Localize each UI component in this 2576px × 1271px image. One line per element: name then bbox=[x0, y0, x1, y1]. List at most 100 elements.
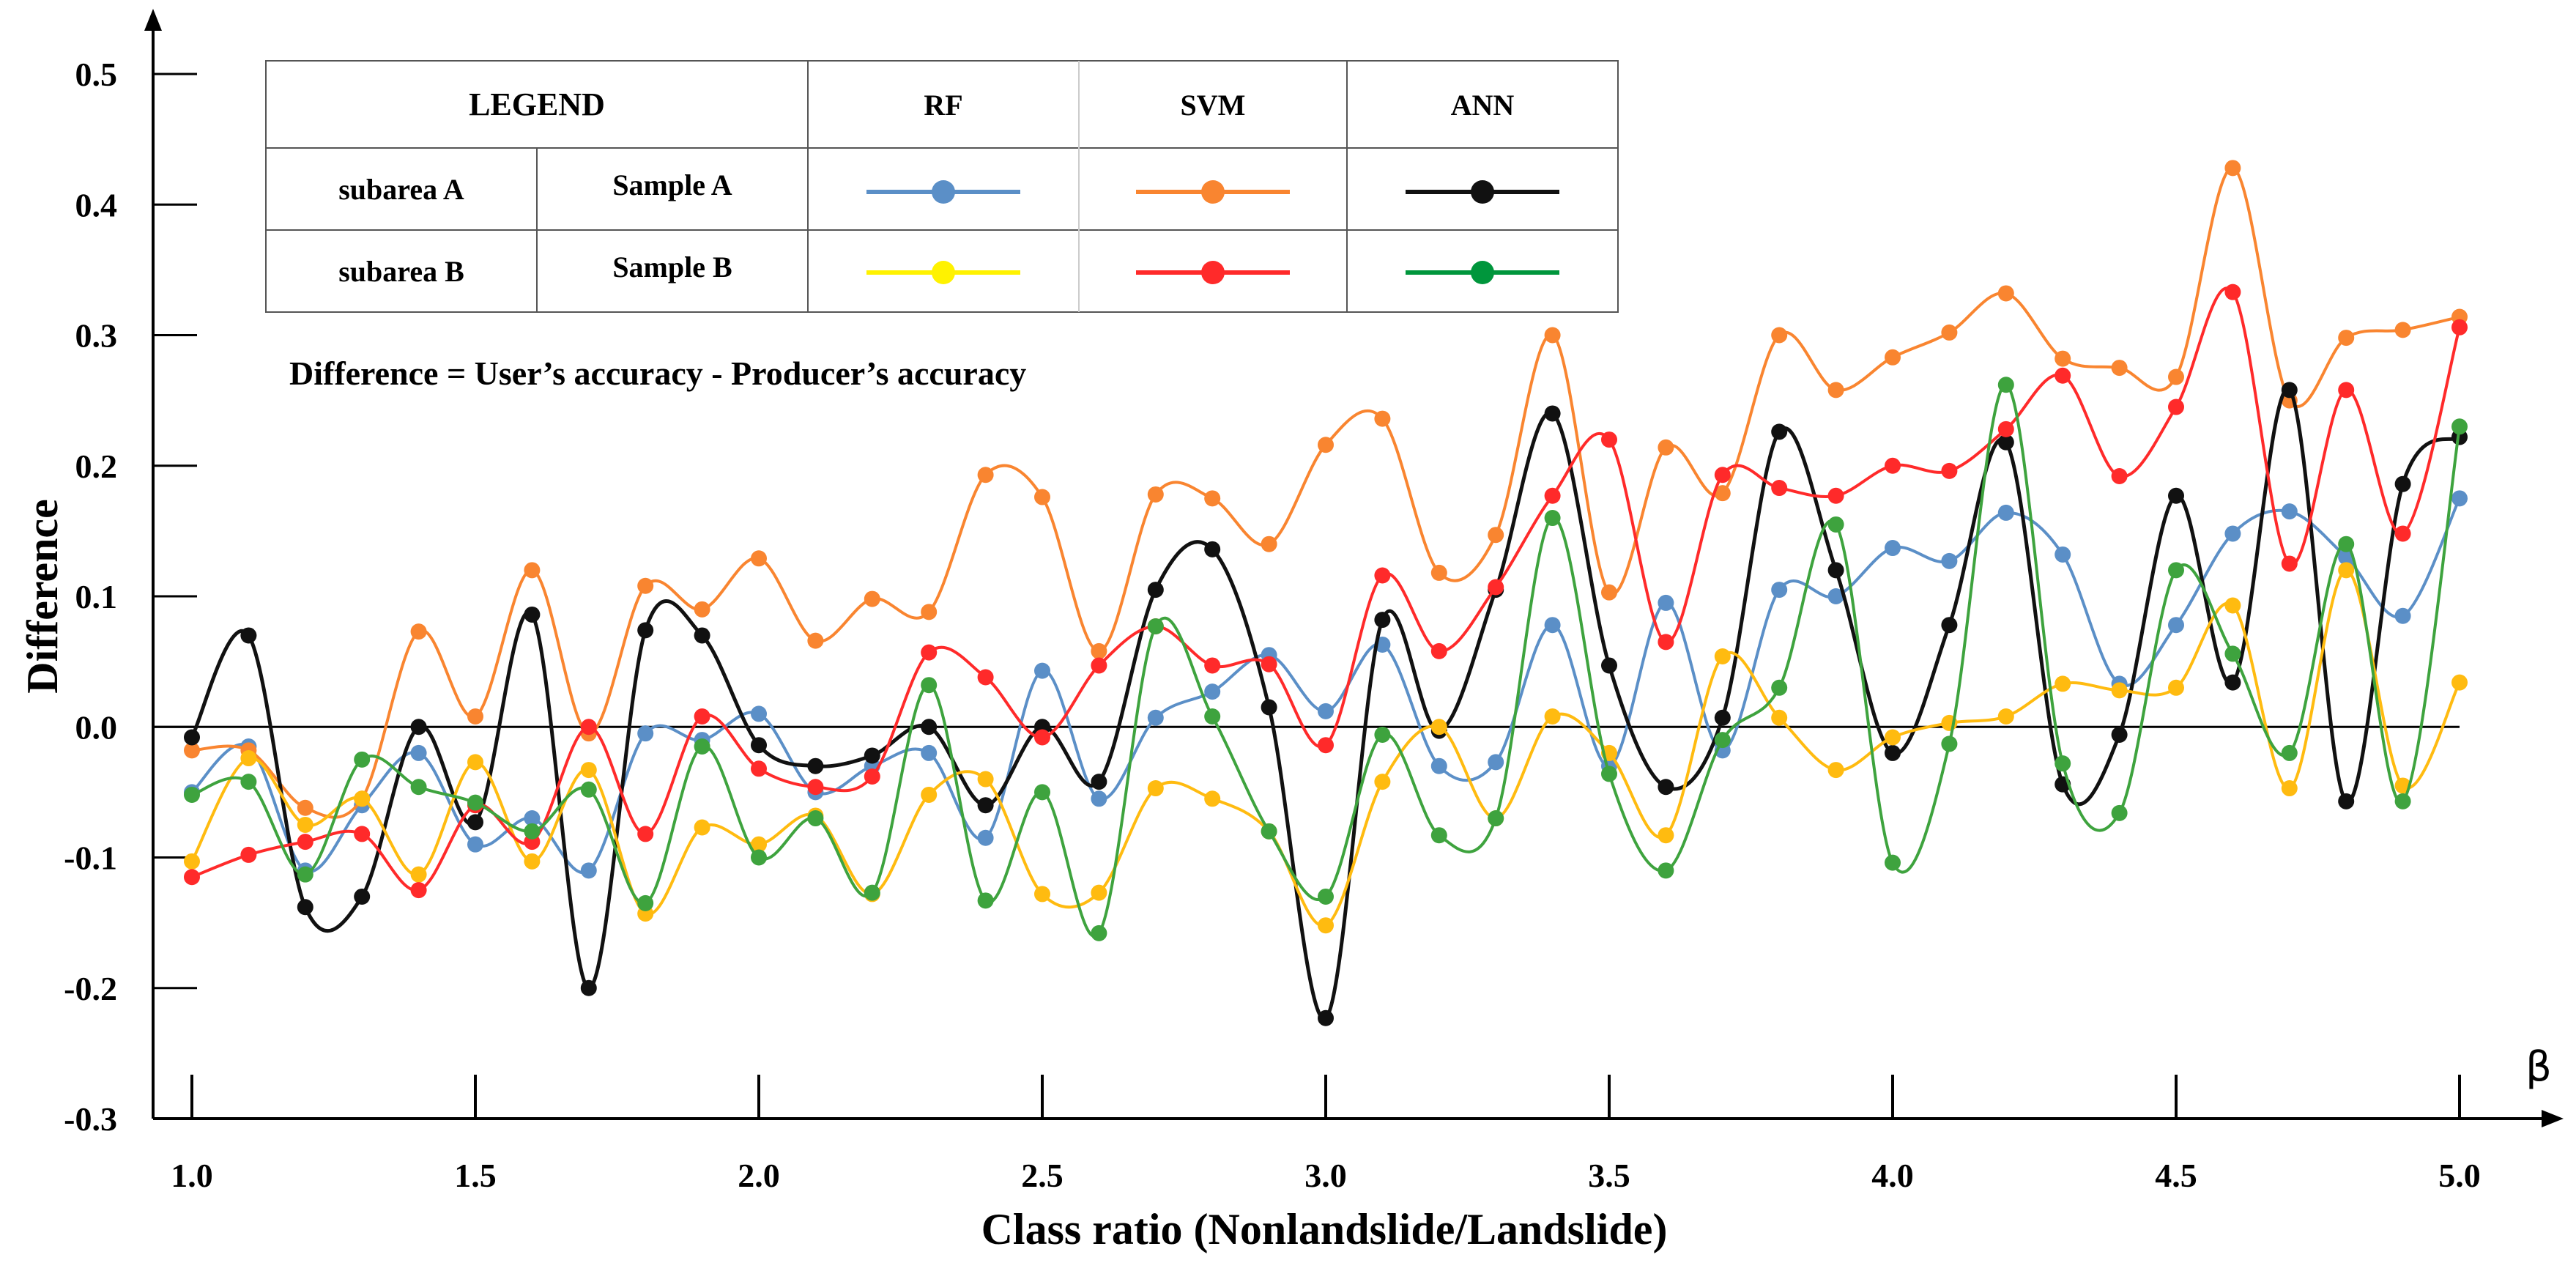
data-point-rf_b bbox=[354, 790, 371, 807]
data-point-ann_b bbox=[467, 794, 483, 811]
data-point-rf_a bbox=[1091, 790, 1107, 807]
data-point-rf_b bbox=[1034, 886, 1050, 903]
data-point-rf_a bbox=[410, 744, 427, 761]
data-point-svm_b bbox=[580, 719, 597, 735]
data-point-ann_a bbox=[580, 979, 597, 996]
data-point-svm_b bbox=[2394, 525, 2411, 542]
data-point-svm_a bbox=[2394, 322, 2411, 338]
series-line-svm_a bbox=[191, 166, 2460, 819]
data-point-ann_a bbox=[1941, 617, 1958, 634]
data-point-rf_b bbox=[410, 866, 427, 883]
data-point-svm_a bbox=[1658, 439, 1674, 456]
data-point-ann_a bbox=[1827, 562, 1844, 579]
data-point-svm_a bbox=[2168, 368, 2184, 385]
data-point-rf_a bbox=[1771, 582, 1788, 599]
data-point-rf_a bbox=[2281, 503, 2298, 520]
y-tick-labels: 0.5 0.4 0.3 0.2 0.1 0.0 -0.1 -0.2 -0.3 bbox=[64, 56, 197, 1138]
data-point-rf_b bbox=[184, 853, 200, 870]
data-point-rf_b bbox=[1827, 762, 1844, 779]
data-point-svm_a bbox=[807, 632, 824, 649]
data-point-ann_a bbox=[694, 627, 710, 644]
data-point-svm_a bbox=[864, 590, 880, 607]
data-point-svm_b bbox=[2168, 399, 2184, 415]
data-point-ann_b bbox=[410, 779, 427, 796]
data-point-svm_b bbox=[1601, 431, 1617, 448]
data-point-svm_b bbox=[2281, 555, 2298, 572]
data-point-ann_b bbox=[694, 738, 710, 755]
data-point-ann_a bbox=[524, 606, 541, 623]
data-point-ann_a bbox=[637, 622, 654, 639]
data-point-ann_b bbox=[184, 786, 200, 803]
x-tick-label: 1.5 bbox=[454, 1157, 497, 1194]
legend-swatch-marker-ann_b bbox=[1471, 261, 1494, 284]
legend-col-ann: ANN bbox=[1451, 89, 1515, 122]
data-point-rf_b bbox=[240, 750, 257, 767]
data-point-svm_a bbox=[410, 623, 427, 640]
data-point-svm_b bbox=[1771, 480, 1788, 497]
data-point-svm_b bbox=[1885, 457, 1901, 474]
data-point-rf_a bbox=[1997, 504, 2014, 521]
data-point-ann_a bbox=[2338, 793, 2355, 809]
data-point-svm_a bbox=[1374, 410, 1391, 427]
x-tick-label: 3.5 bbox=[1588, 1157, 1630, 1194]
x-tick-label: 3.0 bbox=[1304, 1157, 1347, 1194]
data-point-ann_a bbox=[354, 888, 371, 905]
data-point-svm_b bbox=[2338, 382, 2355, 399]
data-point-svm_b bbox=[807, 779, 824, 796]
data-point-svm_b bbox=[1544, 487, 1561, 504]
data-point-ann_a bbox=[1261, 699, 1277, 716]
data-point-rf_a bbox=[524, 810, 541, 827]
data-point-rf_b bbox=[1997, 708, 2014, 725]
data-point-rf_b bbox=[524, 853, 541, 870]
data-point-rf_b bbox=[2168, 679, 2184, 696]
data-point-rf_b bbox=[580, 762, 597, 779]
data-point-ann_a bbox=[977, 797, 994, 814]
data-point-ann_b bbox=[2168, 562, 2184, 579]
x-tick-label: 5.0 bbox=[2438, 1157, 2481, 1194]
data-point-rf_b bbox=[1544, 708, 1561, 725]
data-point-svm_b bbox=[2451, 319, 2468, 336]
data-point-svm_b bbox=[1374, 567, 1391, 584]
data-point-ann_a bbox=[1374, 612, 1391, 629]
data-point-svm_b bbox=[1034, 729, 1050, 746]
data-point-ann_b bbox=[1714, 732, 1731, 749]
data-point-svm_a bbox=[467, 708, 483, 725]
y-tick-label: 0.5 bbox=[75, 56, 118, 93]
data-point-svm_a bbox=[1827, 382, 1844, 399]
data-point-rf_b bbox=[1658, 827, 1674, 844]
x-tick-label: 2.5 bbox=[1021, 1157, 1064, 1194]
data-point-svm_b bbox=[694, 708, 710, 725]
data-point-svm_b bbox=[637, 826, 654, 842]
legend-row-subarea-a: subarea A bbox=[338, 173, 464, 206]
x-tick-label: 1.0 bbox=[171, 1157, 213, 1194]
data-point-svm_b bbox=[1941, 462, 1958, 479]
data-point-rf_b bbox=[694, 819, 710, 836]
data-point-ann_b bbox=[1997, 377, 2014, 393]
legend-title: LEGEND bbox=[469, 86, 605, 122]
data-point-svm_a bbox=[977, 467, 994, 483]
data-point-svm_b bbox=[2111, 468, 2128, 485]
data-point-rf_a bbox=[1488, 754, 1504, 771]
legend-swatch-marker-svm_a bbox=[1201, 180, 1225, 204]
data-point-rf_b bbox=[1091, 884, 1107, 901]
data-point-ann_b bbox=[1827, 516, 1844, 533]
data-point-ann_a bbox=[751, 737, 767, 754]
data-point-ann_b bbox=[807, 810, 824, 827]
data-point-ann_a bbox=[1885, 744, 1901, 761]
y-tick-label: -0.3 bbox=[64, 1100, 117, 1138]
data-point-ann_b bbox=[354, 751, 371, 768]
data-point-rf_b bbox=[1430, 719, 1447, 735]
data-point-rf_b bbox=[751, 836, 767, 853]
difference-annotation: Difference = User’s accuracy - Producer’… bbox=[289, 355, 1026, 392]
data-point-svm_b bbox=[977, 669, 994, 686]
data-point-ann_b bbox=[977, 892, 994, 909]
data-point-svm_a bbox=[1318, 437, 1334, 453]
data-point-rf_b bbox=[297, 816, 313, 833]
legend-col-svm: SVM bbox=[1181, 89, 1246, 122]
x-tick-label: 2.0 bbox=[738, 1157, 780, 1194]
series-group bbox=[184, 160, 2468, 1026]
data-point-ann_a bbox=[1771, 423, 1788, 440]
data-point-ann_a bbox=[1204, 541, 1221, 557]
data-point-ann_b bbox=[751, 849, 767, 866]
data-point-rf_a bbox=[467, 836, 483, 853]
